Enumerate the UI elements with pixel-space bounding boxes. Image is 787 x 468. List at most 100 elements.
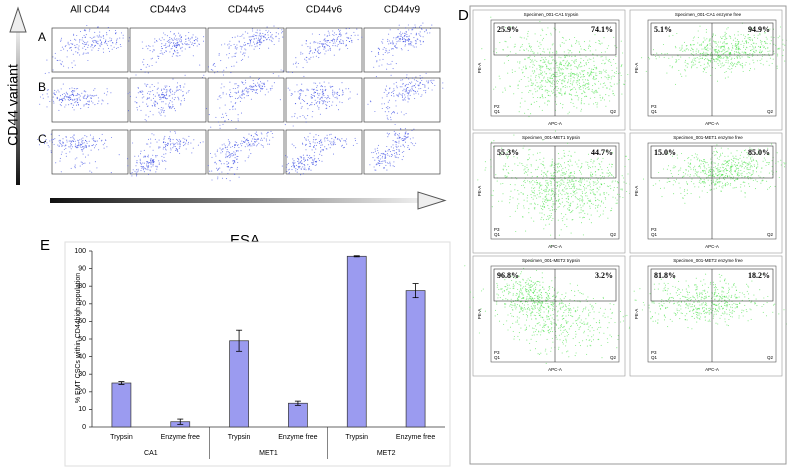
event-dot [328,144,330,146]
event-dot [614,72,616,74]
event-dot [64,46,66,48]
event-dot [37,138,39,141]
column-header: CD44v5 [228,5,265,16]
event-dot [755,49,757,51]
event-dot [577,77,579,79]
event-dot [131,171,133,174]
event-dot [170,107,172,109]
event-dot [47,89,49,91]
event-dot [113,46,115,48]
event-dot [535,79,537,81]
event-dot [740,33,742,36]
event-dot [234,55,236,57]
event-dot [259,29,261,31]
event-dot [727,50,729,52]
event-dot [261,133,263,135]
event-dot [181,42,183,45]
event-dot [542,178,544,180]
event-dot [561,169,563,171]
event-dot [608,95,610,97]
event-dot [569,86,571,88]
event-dot [220,152,222,154]
event-dot [221,116,223,119]
event-dot [234,47,236,49]
event-dot [226,166,228,168]
event-dot [305,118,307,120]
event-dot [542,30,544,32]
event-dot [570,232,572,234]
event-dot [333,40,336,42]
event-dot [165,160,167,162]
event-dot [582,79,584,81]
event-dot [568,184,570,186]
event-dot [593,160,595,162]
event-dot [305,144,307,147]
event-dot [538,190,540,192]
event-dot [400,35,402,37]
event-dot [556,163,558,165]
event-dot [336,138,338,140]
event-dot [562,86,564,88]
event-dot [263,40,265,42]
event-dot [162,94,164,96]
event-dot [384,150,386,152]
event-dot [726,28,728,30]
event-dot [498,200,500,202]
event-dot [765,48,767,50]
event-dot [99,44,101,46]
event-dot [556,61,558,64]
event-dot [168,104,170,106]
event-dot [519,61,521,63]
event-dot [414,90,416,93]
event-dot [140,162,142,164]
event-dot [388,133,390,135]
event-dot [542,97,544,99]
event-dot [685,75,687,77]
event-dot [587,47,590,49]
event-dot [242,33,244,35]
event-dot [544,85,546,87]
event-dot [523,180,525,182]
event-dot [732,39,734,41]
event-dot [530,163,532,166]
event-dot [751,48,753,50]
event-dot [77,101,79,103]
event-dot [85,97,87,100]
event-dot [757,45,760,47]
event-dot [76,98,78,100]
event-dot [165,153,167,155]
event-dot [559,72,561,75]
event-dot [229,167,231,169]
event-dot [381,41,383,43]
event-dot [107,26,109,29]
event-dot [603,193,605,195]
event-dot [145,84,147,86]
event-dot [531,82,533,84]
event-dot [575,180,577,182]
event-dot [582,70,584,72]
event-dot [553,91,555,93]
event-dot [158,163,160,166]
event-dot [572,219,574,221]
event-dot [147,138,150,140]
event-dot [608,76,610,79]
event-dot [332,42,334,44]
event-dot [541,192,543,194]
event-dot [555,103,558,105]
event-dot [417,80,419,82]
event-dot [101,44,103,46]
event-dot [308,58,310,60]
event-dot [504,87,506,89]
event-dot [431,82,434,85]
event-dot [396,142,398,144]
event-dot [171,38,173,40]
event-dot [590,160,592,162]
event-dot [697,36,699,38]
event-dot [237,35,239,37]
event-dot [241,142,243,145]
event-dot [61,94,64,96]
event-dot [544,90,546,92]
event-dot [320,151,322,153]
event-dot [701,53,703,55]
event-dot [62,141,64,143]
